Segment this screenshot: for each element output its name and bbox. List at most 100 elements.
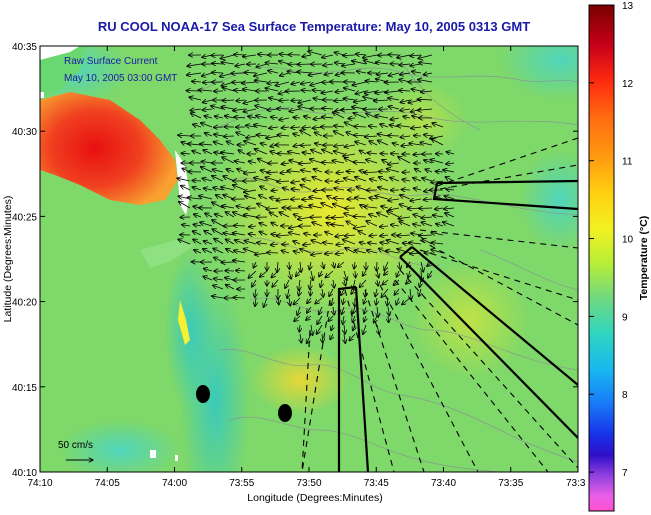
current-vector (353, 324, 355, 331)
current-vector (400, 195, 411, 200)
current-vector (255, 297, 256, 307)
current-vector (421, 91, 433, 92)
current-vector (386, 169, 400, 173)
current-vector (244, 141, 257, 146)
current-vector (399, 73, 411, 75)
current-vector (403, 116, 411, 118)
current-vector (362, 270, 366, 276)
current-vector (243, 215, 257, 217)
current-vector (334, 188, 345, 190)
current-vector (344, 145, 356, 147)
current-vector (342, 306, 345, 315)
current-vector (182, 225, 191, 226)
current-vector (445, 213, 455, 218)
current-vector (430, 160, 444, 164)
current-vector (334, 100, 345, 101)
colorbar-tick-label: 13 (622, 1, 634, 12)
current-vector (394, 288, 400, 295)
current-vector (321, 91, 334, 93)
current-vector (314, 132, 323, 136)
current-vector (343, 297, 344, 305)
current-vector (277, 181, 290, 182)
current-vector (243, 190, 257, 192)
current-vector (186, 73, 202, 75)
current-vector (302, 55, 312, 57)
current-vector (297, 306, 300, 316)
annotation-line-1: Raw Surface Current (64, 56, 158, 67)
map-title: RU COOL NOAA-17 Sea Surface Temperature:… (97, 19, 531, 34)
current-vector (390, 154, 400, 155)
current-vector (248, 161, 257, 163)
colorbar (588, 4, 615, 512)
current-vector (330, 333, 333, 340)
current-vector (192, 81, 202, 82)
current-vector (354, 261, 355, 269)
current-vector (307, 333, 312, 344)
current-vector (431, 249, 444, 254)
current-vector (369, 235, 378, 236)
current-vector (203, 268, 213, 271)
colorbar-tick-label: 8 (622, 390, 628, 401)
current-vector (382, 279, 389, 285)
current-vector (319, 270, 322, 277)
current-vector (213, 279, 224, 281)
current-vector (359, 150, 367, 154)
current-vector (260, 170, 268, 172)
current-vector (413, 224, 422, 226)
current-vector (390, 178, 400, 182)
current-vector (367, 153, 378, 154)
current-vector (201, 161, 213, 163)
current-vector (311, 150, 323, 155)
current-vector (222, 206, 235, 208)
current-vector (255, 106, 268, 110)
current-vector (296, 270, 300, 276)
current-vector (377, 140, 389, 146)
current-vector (314, 143, 323, 145)
current-vector (190, 109, 202, 111)
current-vector (243, 109, 257, 112)
current-vector (293, 297, 301, 305)
current-vector (291, 181, 301, 183)
current-vector (248, 234, 257, 235)
current-vector (376, 297, 377, 305)
current-vector (398, 217, 411, 219)
current-vector (384, 271, 388, 275)
current-vector (222, 157, 235, 164)
current-vector (265, 177, 279, 182)
current-vector (317, 315, 323, 325)
surface-current-vectors (177, 51, 455, 344)
current-vector (302, 179, 312, 181)
current-vector (388, 73, 400, 76)
current-vector (322, 55, 334, 58)
current-vector (397, 55, 411, 58)
current-vector (436, 197, 444, 199)
current-vector (267, 253, 279, 254)
current-vector (204, 133, 213, 136)
current-vector (302, 127, 312, 128)
current-vector (221, 262, 235, 263)
current-vector (244, 196, 257, 200)
x-axis-label: Longitude (Degrees:Minutes) (247, 492, 382, 504)
current-vector (375, 62, 389, 64)
current-vector (300, 185, 312, 191)
current-vector (386, 240, 400, 245)
current-vector (413, 154, 422, 155)
y-tick-label: 40:20 (12, 298, 37, 309)
current-vector (410, 253, 422, 254)
current-vector (307, 297, 311, 304)
current-vector (308, 51, 323, 56)
current-vector (444, 208, 455, 209)
current-vector (333, 261, 335, 268)
y-axis-label: Latitude (Degrees:Minutes) (2, 196, 14, 323)
current-vector (235, 270, 246, 271)
current-vector (356, 187, 367, 191)
current-vector (259, 231, 268, 235)
current-vector (324, 73, 334, 75)
current-vector (299, 288, 300, 296)
current-vector (234, 250, 246, 253)
current-vector (355, 142, 367, 146)
current-vector (379, 226, 389, 227)
current-vector (313, 169, 323, 172)
current-vector (363, 324, 366, 335)
current-vector (238, 150, 246, 154)
